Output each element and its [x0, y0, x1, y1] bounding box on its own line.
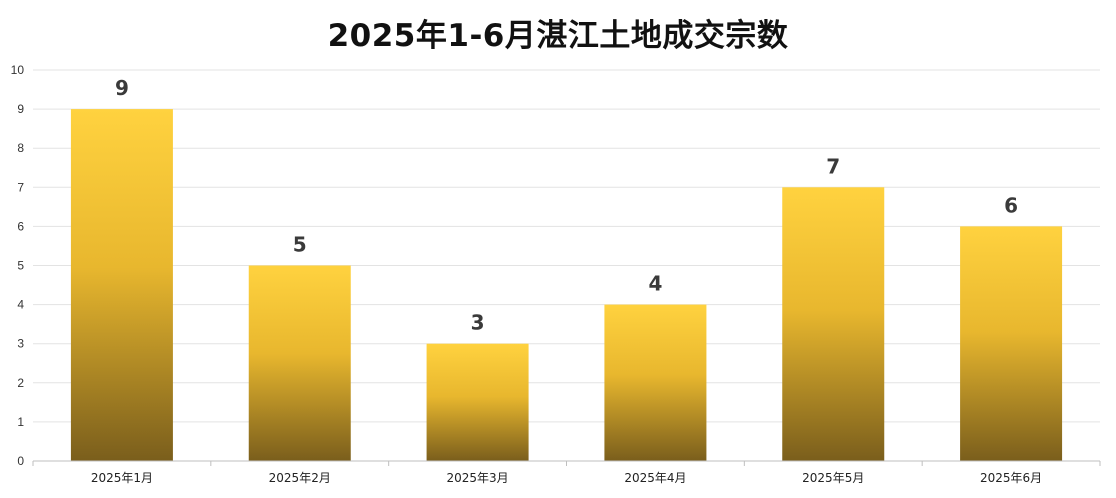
y-tick-label: 6: [17, 219, 24, 233]
data-label: 7: [826, 154, 840, 178]
bar: [70, 109, 173, 461]
bar: [604, 304, 707, 461]
x-category-label: 2025年1月: [91, 471, 153, 485]
bar: [782, 187, 885, 462]
x-category-label: 2025年5月: [802, 471, 864, 485]
y-tick-label: 10: [11, 63, 25, 77]
data-labels: 9 5 3 4 7 6: [115, 76, 1018, 335]
data-label: 9: [115, 76, 129, 100]
y-tick-label: 9: [17, 102, 24, 116]
bars: [70, 109, 1063, 462]
y-tick-label: 4: [17, 298, 24, 312]
data-label: 5: [293, 233, 307, 257]
bar: [248, 265, 351, 461]
y-axis: 0 1 2 3 4 5 6 7 8 9 10: [11, 63, 25, 468]
bar: [960, 226, 1063, 461]
x-category-label: 2025年3月: [446, 471, 508, 485]
data-label: 6: [1004, 193, 1018, 217]
x-category-label: 2025年6月: [980, 471, 1042, 485]
data-label: 3: [471, 311, 485, 335]
y-tick-label: 0: [17, 454, 24, 468]
x-axis: 2025年1月 2025年2月 2025年3月 2025年4月 2025年5月 2025年…: [32, 460, 1101, 485]
chart-title: 2025年1-6月湛江土地成交宗数: [327, 18, 789, 54]
y-tick-label: 2: [17, 376, 24, 390]
gridlines: [33, 69, 1100, 423]
x-category-label: 2025年4月: [624, 471, 686, 485]
y-tick-label: 5: [17, 259, 24, 273]
bar: [426, 343, 529, 461]
data-label: 4: [648, 272, 662, 296]
y-tick-label: 8: [17, 141, 24, 155]
y-tick-label: 3: [17, 337, 24, 351]
y-tick-label: 7: [17, 180, 24, 194]
x-category-label: 2025年2月: [269, 471, 331, 485]
y-tick-label: 1: [17, 415, 24, 429]
